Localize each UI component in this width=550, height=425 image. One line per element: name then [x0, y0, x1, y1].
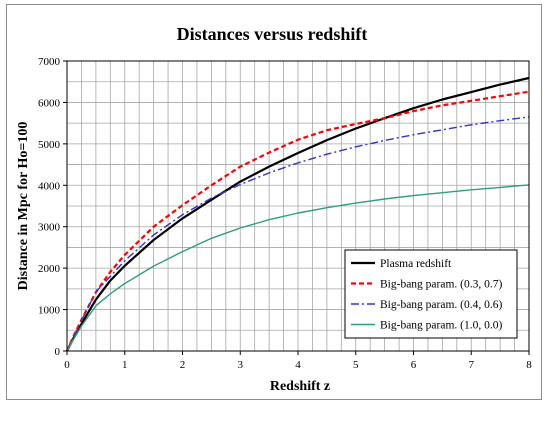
series-lines [65, 76, 530, 352]
x-tick-label: 1 [122, 359, 128, 371]
legend: Plasma redshift Big-bang param. (0.3, 0.7… [344, 249, 518, 339]
series-line-2 [65, 90, 530, 352]
x-tick-label: 5 [353, 359, 359, 371]
series-line-3 [66, 116, 530, 352]
y-tick-label: 7000 [38, 56, 61, 68]
x-tick-label: 4 [295, 359, 301, 371]
y-tick-label: 4000 [38, 180, 61, 192]
y-tick-label: 5000 [38, 139, 61, 151]
y-tick-label: 1000 [38, 305, 61, 317]
y-tick-labels: 0 1000 2000 3000 4000 5000 6000 7000 [38, 56, 67, 358]
legend-box [344, 249, 518, 339]
legend-label: Big-bang param. (0.3, 0.7) [380, 279, 502, 291]
y-tick-label: 0 [55, 346, 61, 358]
y-axis-label: Distance in Mpc for Ho=100 [16, 122, 31, 291]
legend-label: Big-bang param. (1.0, 0.0) [380, 320, 502, 332]
x-tick-label: 0 [64, 359, 70, 371]
series-line-1 [66, 76, 530, 352]
y-tick-label: 2000 [38, 263, 61, 275]
y-tick-label: 3000 [38, 222, 61, 234]
x-tick-label: 6 [411, 359, 417, 371]
x-tick-label: 3 [238, 359, 244, 371]
x-tick-label: 2 [180, 359, 186, 371]
legend-label: Plasma redshift [380, 258, 452, 270]
x-tick-label: 7 [469, 359, 475, 371]
chart-title: Distances versus redshift [177, 24, 368, 44]
plot-area [66, 60, 530, 352]
series-line-4 [66, 184, 530, 352]
y-tick-label: 6000 [38, 97, 61, 109]
legend-label: Big-bang param. (0.4, 0.6) [380, 299, 502, 311]
x-tick-labels: 0 1 2 3 4 5 6 7 8 [64, 351, 532, 371]
x-axis-label: Redshift z [270, 379, 330, 394]
x-tick-label: 8 [526, 359, 532, 371]
